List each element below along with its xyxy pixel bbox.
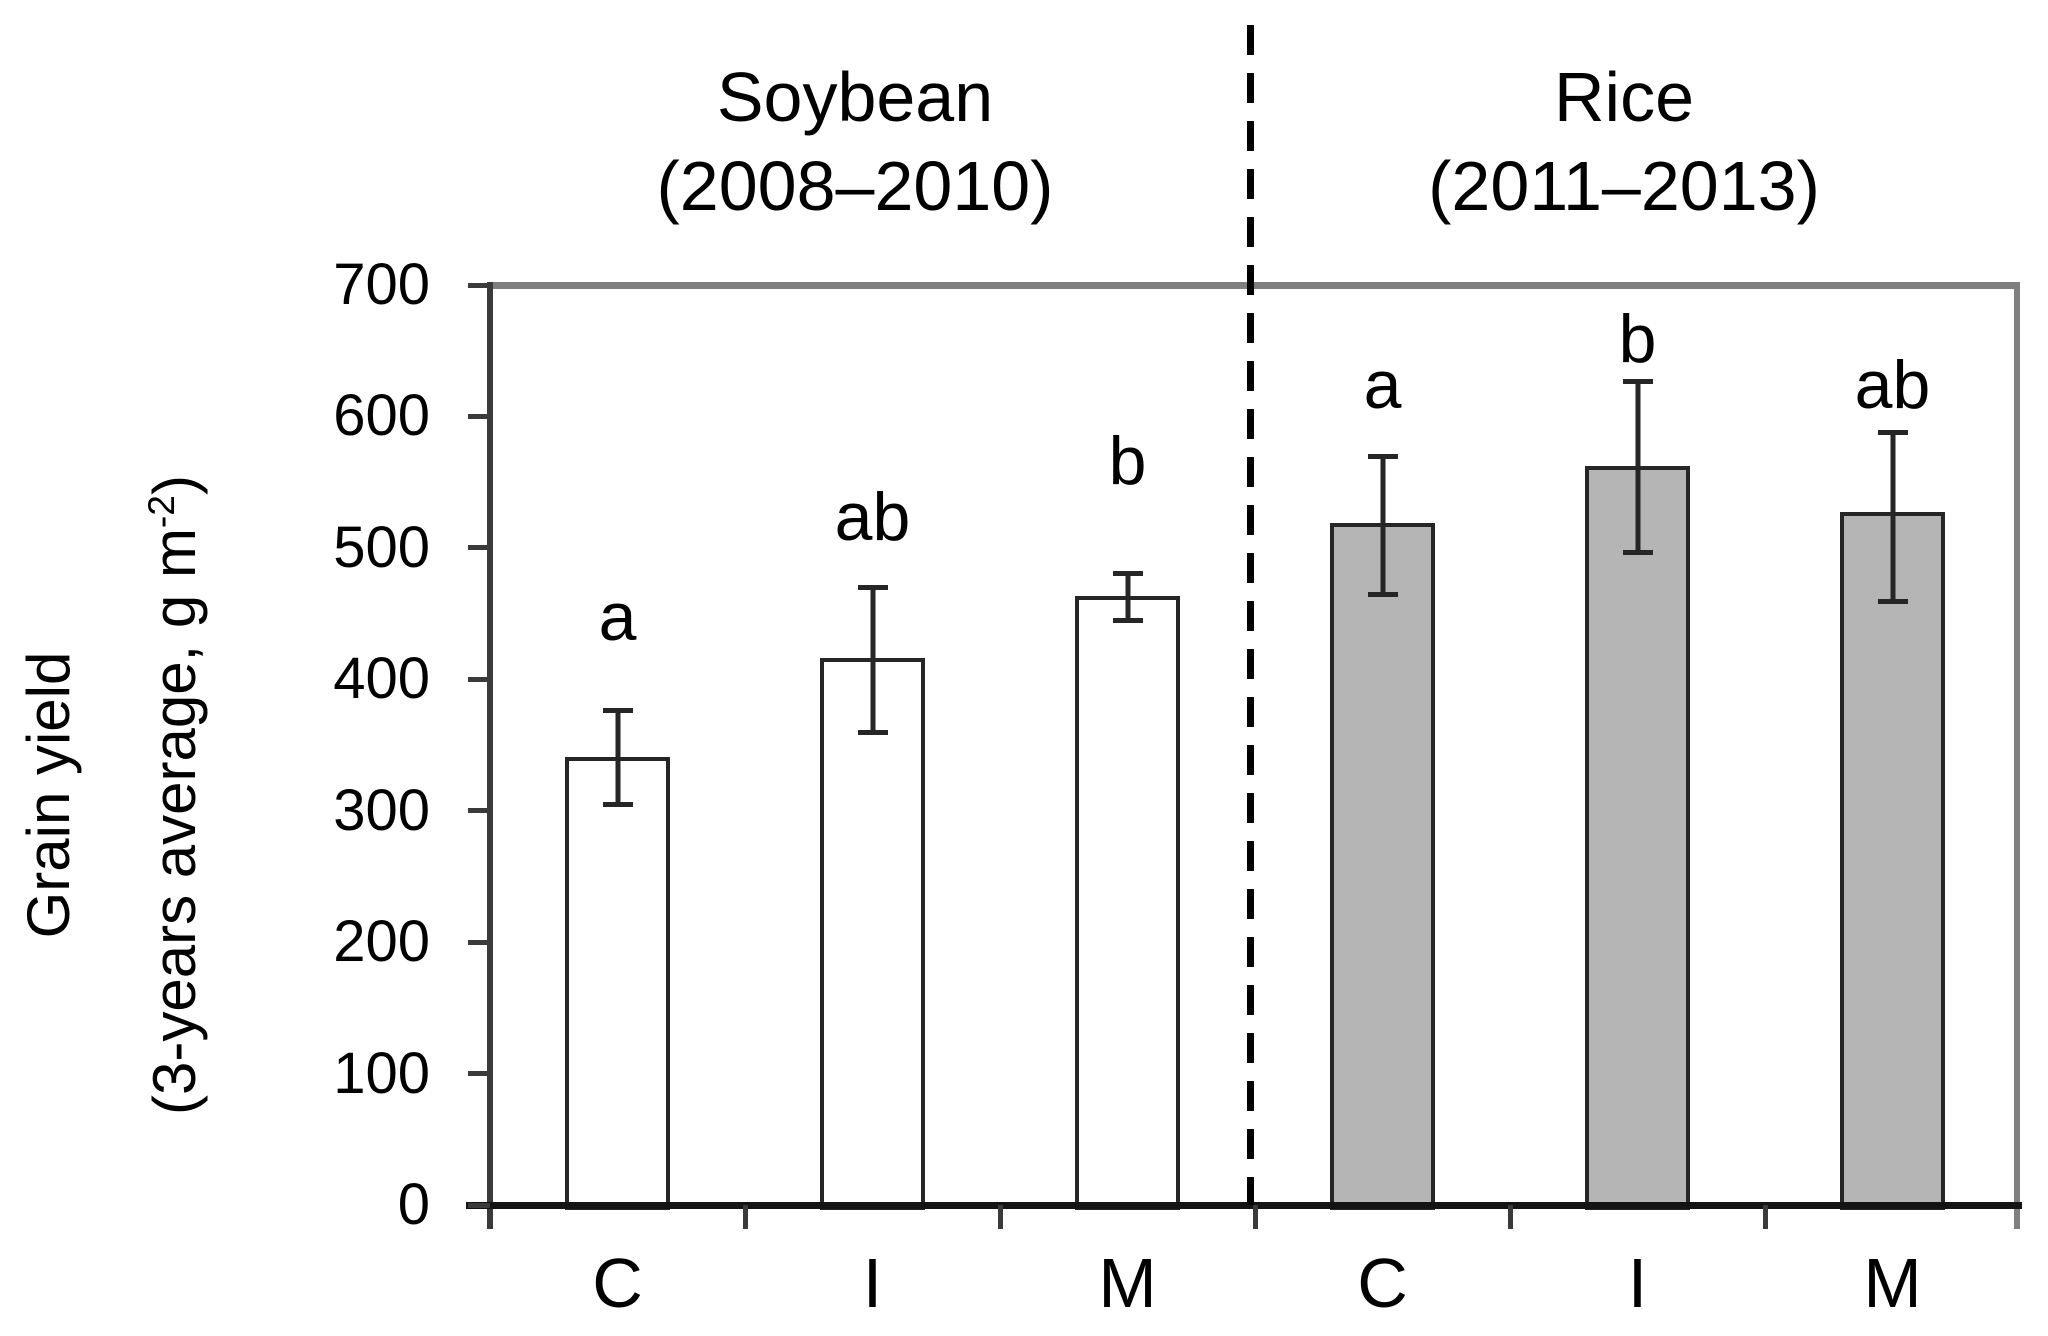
error-bar-cap: [1367, 592, 1398, 598]
y-axis-tick: [468, 808, 490, 814]
y-axis-tick-label: 100: [333, 1040, 430, 1106]
error-bar-stem: [1890, 432, 1895, 602]
y-axis-tick: [468, 676, 490, 682]
x-category-label: I: [862, 1244, 883, 1322]
significance-letter: a: [1363, 346, 1402, 423]
x-axis-tick: [1252, 1205, 1258, 1229]
y-axis-tick: [468, 413, 490, 419]
error-bar-stem: [1635, 380, 1640, 554]
error-bar-cap: [1367, 453, 1398, 459]
significance-letter: b: [1108, 422, 1147, 499]
y-axis-tick: [468, 545, 490, 551]
bar-i-group2: [1585, 466, 1690, 1210]
error-bar: [1877, 430, 1908, 604]
error-bar-stem: [615, 709, 620, 806]
error-bar-cap: [857, 730, 888, 736]
error-bar-cap: [602, 707, 633, 713]
y-axis-line: [487, 282, 493, 1229]
error-bar-cap: [857, 585, 888, 591]
x-axis-tick: [1507, 1205, 1513, 1229]
error-bar: [602, 707, 633, 808]
x-category-label: M: [1098, 1244, 1157, 1322]
error-bar-stem: [1125, 572, 1130, 622]
error-bar-cap: [1622, 550, 1653, 556]
y-axis-tick: [468, 282, 490, 288]
y-axis-tick: [468, 939, 490, 945]
significance-letter: b: [1618, 300, 1657, 377]
y-axis-tick: [468, 1071, 490, 1077]
error-bar-cap: [1622, 378, 1653, 384]
x-axis-tick: [1762, 1205, 1768, 1229]
bar-c-group2: [1330, 522, 1435, 1210]
bar-i-group1: [820, 658, 925, 1210]
y-axis-tick-label: 400: [333, 646, 430, 712]
error-bar-stem: [870, 587, 875, 734]
soybean-title-line2: (2008–2010): [656, 147, 1054, 225]
error-bar: [1622, 378, 1653, 556]
error-bar-cap: [602, 802, 633, 808]
error-bar-cap: [1112, 618, 1143, 624]
y-axis-tick-label: 200: [333, 909, 430, 975]
significance-letter: ab: [834, 479, 911, 556]
y-axis-tick: [468, 1202, 490, 1208]
error-bar: [1367, 453, 1398, 598]
y-axis-title-line1: Grain yield: [15, 651, 82, 939]
y-axis-tick-label: 300: [333, 777, 430, 843]
error-bar-cap: [1877, 430, 1908, 436]
error-bar: [1112, 570, 1143, 624]
significance-letter: ab: [1854, 347, 1931, 424]
bar-c-group1: [565, 756, 670, 1210]
significance-letter: a: [598, 578, 637, 655]
rice-title-line1: Rice: [1553, 58, 1695, 136]
bar-m-group1: [1075, 596, 1180, 1210]
y-axis-tick-label: 700: [333, 252, 430, 317]
y-axis-tick-label: 600: [333, 383, 430, 449]
error-bar-cap: [1877, 598, 1908, 604]
x-axis-tick: [997, 1205, 1003, 1229]
x-category-label: I: [1627, 1244, 1648, 1322]
rice-title-line2: (2011–2013): [1428, 147, 1820, 225]
group-divider-dashed-line: [1247, 25, 1254, 1205]
plot-right-border: [2014, 282, 2020, 1229]
y-axis-tick-label: 500: [333, 514, 430, 580]
bar-m-group2: [1840, 512, 1945, 1210]
error-bar-cap: [1112, 570, 1143, 576]
error-bar-stem: [1380, 455, 1385, 596]
x-axis-line: [466, 1202, 2022, 1209]
error-bar: [857, 585, 888, 736]
soybean-title-line1: Soybean: [716, 58, 994, 136]
y-axis-tick-label: 0: [397, 1172, 430, 1237]
x-category-label: C: [1357, 1244, 1408, 1322]
x-category-label: C: [592, 1244, 643, 1322]
x-axis-tick: [742, 1205, 748, 1229]
x-category-label: M: [1863, 1244, 1922, 1322]
